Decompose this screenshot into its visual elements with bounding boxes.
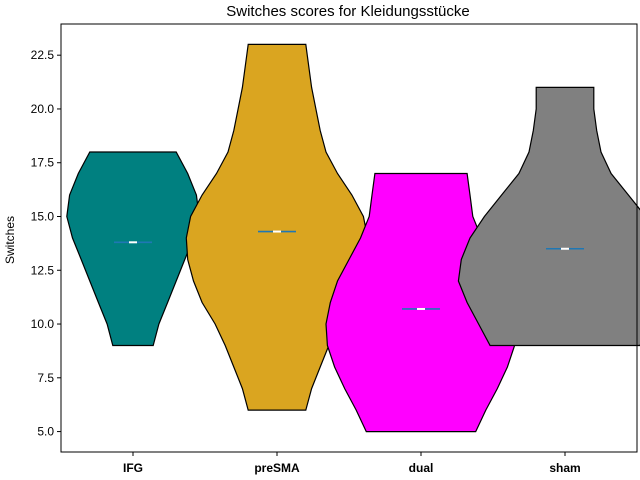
y-tick-label: 7.5 bbox=[37, 371, 54, 385]
x-axis-ticks: IFG preSMA dual sham bbox=[123, 452, 581, 475]
y-tick-label: 20.0 bbox=[31, 102, 55, 116]
y-tick-label: 15.0 bbox=[31, 209, 55, 223]
y-axis-ticks: 5.0 7.5 10.0 12.5 15.0 17.5 20.0 22.5 bbox=[31, 48, 61, 439]
y-tick-label: 17.5 bbox=[31, 156, 55, 170]
violins-group bbox=[66, 43, 640, 433]
y-tick-label: 22.5 bbox=[31, 48, 55, 62]
x-tick-label-IFG: IFG bbox=[123, 461, 143, 475]
y-axis-label: Switches bbox=[3, 216, 17, 264]
violin-sham bbox=[457, 86, 640, 347]
violin-IFG bbox=[66, 151, 200, 347]
chart-title: Switches scores for Kleidungsstücke bbox=[226, 3, 469, 20]
y-tick-label: 10.0 bbox=[31, 317, 55, 331]
y-tick-label: 5.0 bbox=[37, 425, 54, 439]
x-tick-label-sham: sham bbox=[549, 461, 580, 475]
y-tick-label: 12.5 bbox=[31, 263, 55, 277]
x-tick-label-preSMA: preSMA bbox=[254, 461, 300, 475]
plot-frame bbox=[60, 23, 638, 453]
x-tick-label-dual: dual bbox=[409, 461, 434, 475]
